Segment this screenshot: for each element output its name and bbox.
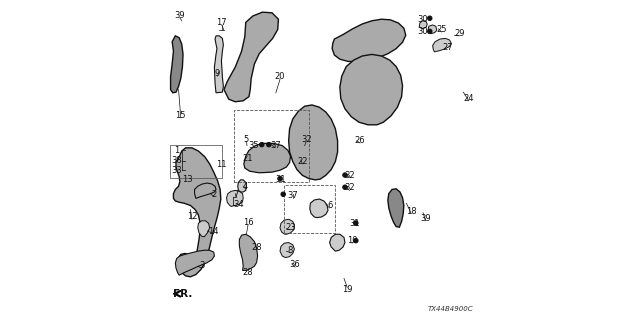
Polygon shape [175,250,214,275]
Text: 30: 30 [417,15,428,24]
Text: 25: 25 [436,25,447,34]
Text: 17: 17 [216,18,227,27]
Polygon shape [330,234,345,251]
Polygon shape [289,105,338,180]
Polygon shape [340,54,403,125]
Text: 19: 19 [342,285,353,294]
Text: 33: 33 [172,166,182,175]
Text: 27: 27 [443,43,453,52]
Text: 10: 10 [347,236,357,245]
Text: 31: 31 [276,175,286,184]
Text: 20: 20 [275,72,285,81]
Polygon shape [195,183,216,198]
Circle shape [260,142,264,147]
Polygon shape [280,219,294,234]
Text: 18: 18 [406,207,417,216]
Text: 31: 31 [349,219,360,228]
Polygon shape [224,12,278,102]
Circle shape [281,192,285,196]
Polygon shape [280,243,294,258]
Text: 13: 13 [182,175,193,184]
Polygon shape [198,221,210,237]
Circle shape [343,173,347,177]
Text: 14: 14 [209,227,219,236]
Text: 32: 32 [344,183,355,192]
Text: 29: 29 [454,29,465,38]
Text: 8: 8 [288,246,293,255]
Text: 4: 4 [243,182,248,191]
Text: 24: 24 [463,94,474,103]
Circle shape [428,29,432,34]
Text: 6: 6 [327,201,332,210]
Polygon shape [244,143,291,173]
Text: 28: 28 [252,243,262,252]
Circle shape [428,16,432,20]
Text: 32: 32 [344,171,355,180]
Text: 37: 37 [270,141,280,150]
Text: 34: 34 [233,200,244,209]
Polygon shape [238,180,246,192]
Text: 38: 38 [172,156,182,165]
Text: 15: 15 [175,111,186,120]
Text: 9: 9 [215,69,220,78]
Polygon shape [419,21,428,29]
Circle shape [354,221,358,225]
Polygon shape [214,36,223,93]
Text: 21: 21 [243,154,253,163]
Text: 16: 16 [243,218,253,227]
Text: 26: 26 [355,136,365,145]
Text: 39: 39 [420,214,431,223]
Text: 35: 35 [248,141,259,150]
Polygon shape [227,190,243,206]
Text: 37: 37 [287,191,298,200]
Text: 32: 32 [301,135,312,144]
Text: 30: 30 [417,28,428,36]
Polygon shape [239,234,258,270]
Text: 23: 23 [285,223,296,232]
Circle shape [278,176,282,181]
Polygon shape [433,38,451,52]
Text: 7: 7 [234,190,239,199]
Text: 2: 2 [211,190,216,199]
Circle shape [267,142,271,147]
Text: 3: 3 [199,261,204,270]
Polygon shape [173,148,221,277]
Circle shape [354,238,358,243]
Text: 36: 36 [290,260,300,269]
Circle shape [343,185,347,189]
Text: 28: 28 [243,268,253,277]
Text: 12: 12 [187,212,197,221]
Text: TX44B4900C: TX44B4900C [428,306,473,312]
Polygon shape [310,199,328,218]
Text: FR.: FR. [173,289,193,299]
Text: 11: 11 [216,160,227,169]
Polygon shape [332,19,406,61]
Polygon shape [428,25,437,34]
Polygon shape [170,36,183,93]
Text: 39: 39 [175,11,185,20]
Polygon shape [388,189,404,227]
Text: 1: 1 [174,146,180,155]
Text: 22: 22 [297,157,308,166]
Text: 5: 5 [244,135,249,144]
